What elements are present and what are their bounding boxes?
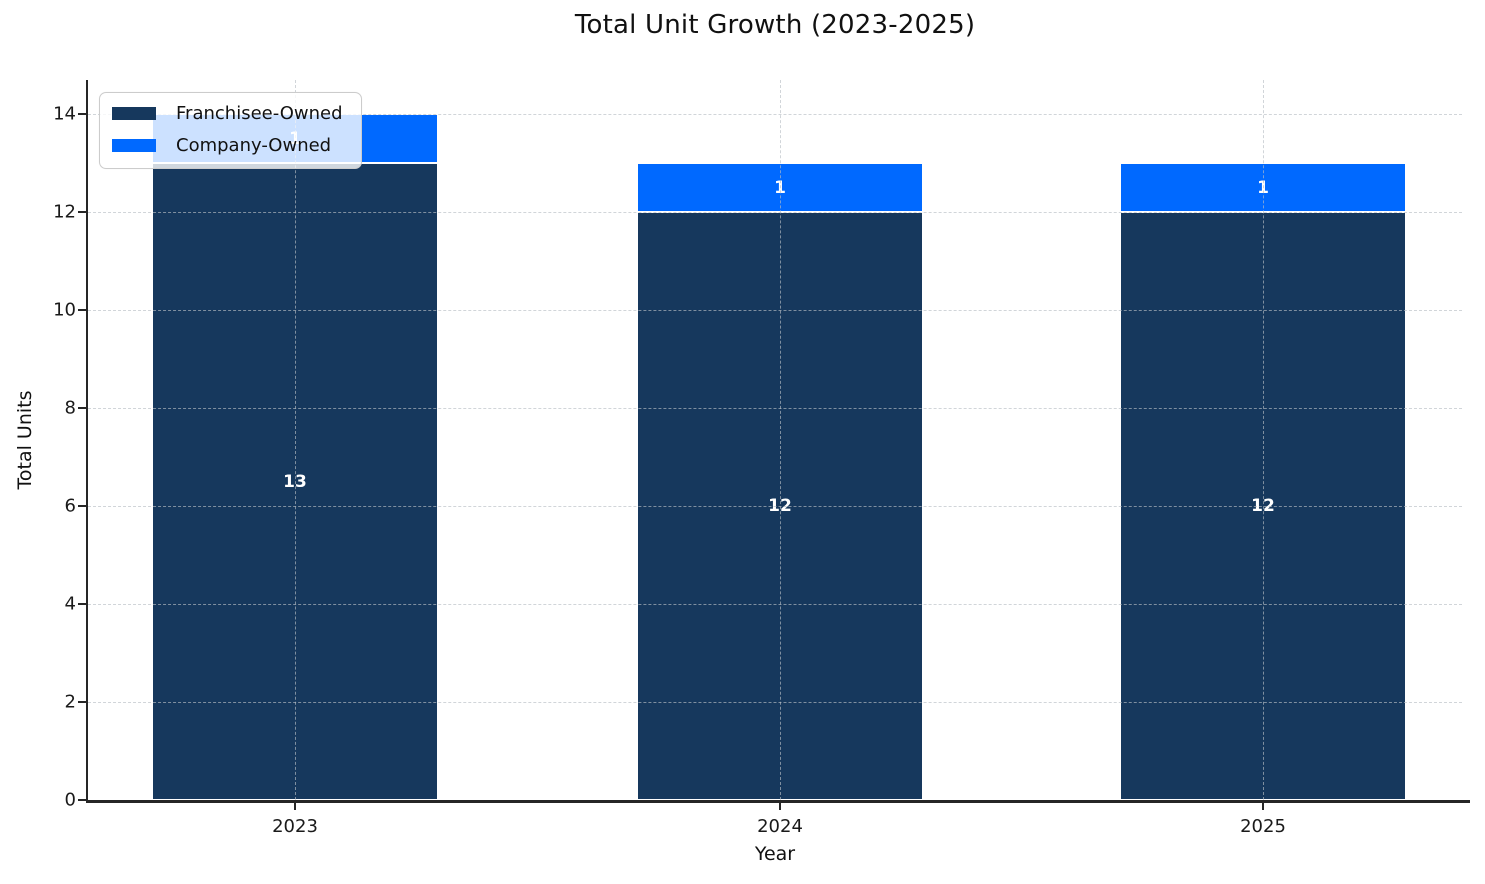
y-tick-12: [78, 211, 86, 214]
chart-title: Total Unit Growth (2023-2025): [574, 10, 976, 40]
y-tick-label-10: 10: [53, 299, 76, 321]
bars-layer: 131121121: [88, 80, 1462, 800]
x-axis-label: Year: [754, 843, 796, 865]
y-tick-0: [78, 799, 86, 801]
y-tick-label-4: 4: [64, 593, 76, 615]
y-tick-label-0: 0: [64, 789, 76, 811]
bar-value-label-2025: 12: [1251, 496, 1275, 517]
y-tick-label-8: 8: [64, 397, 76, 419]
y-tick-4: [78, 603, 86, 606]
legend: Franchisee-Owned Company-Owned: [99, 92, 362, 169]
y-tick-8: [78, 407, 86, 410]
legend-label-company-owned: Company-Owned: [176, 135, 332, 156]
plot-area: 131121121 Franchisee-Owned Company-Owned: [88, 80, 1462, 800]
legend-swatch-franchisee-owned: [112, 107, 156, 120]
legend-label-franchisee-owned: Franchisee-Owned: [176, 103, 343, 124]
x-tick-2023: [294, 802, 296, 810]
y-axis-spine: [86, 80, 88, 802]
y-tick-label-12: 12: [53, 201, 76, 223]
x-axis-spine: [86, 800, 1470, 803]
y-tick-label-2: 2: [64, 691, 76, 713]
bar-value-label-2024: 12: [768, 496, 792, 517]
bar-value-label-2024: 1: [774, 177, 786, 198]
x-tick-2024: [779, 802, 781, 810]
legend-swatch-company-owned: [112, 139, 156, 152]
x-tick-label-2025: 2025: [1240, 816, 1286, 837]
y-tick-6: [78, 505, 86, 508]
y-tick-14: [78, 113, 86, 116]
y-tick-10: [78, 309, 86, 312]
y-tick-2: [78, 701, 86, 704]
x-tick-label-2023: 2023: [272, 816, 318, 837]
y-tick-label-14: 14: [53, 103, 76, 125]
legend-item-company-owned: Company-Owned: [112, 135, 343, 156]
x-tick-2025: [1262, 802, 1264, 810]
bar-value-label-2023: 13: [283, 471, 307, 492]
x-tick-label-2024: 2024: [757, 816, 803, 837]
legend-item-franchisee-owned: Franchisee-Owned: [112, 103, 343, 124]
bar-value-label-2025: 1: [1257, 177, 1269, 198]
y-tick-label-6: 6: [64, 495, 76, 517]
